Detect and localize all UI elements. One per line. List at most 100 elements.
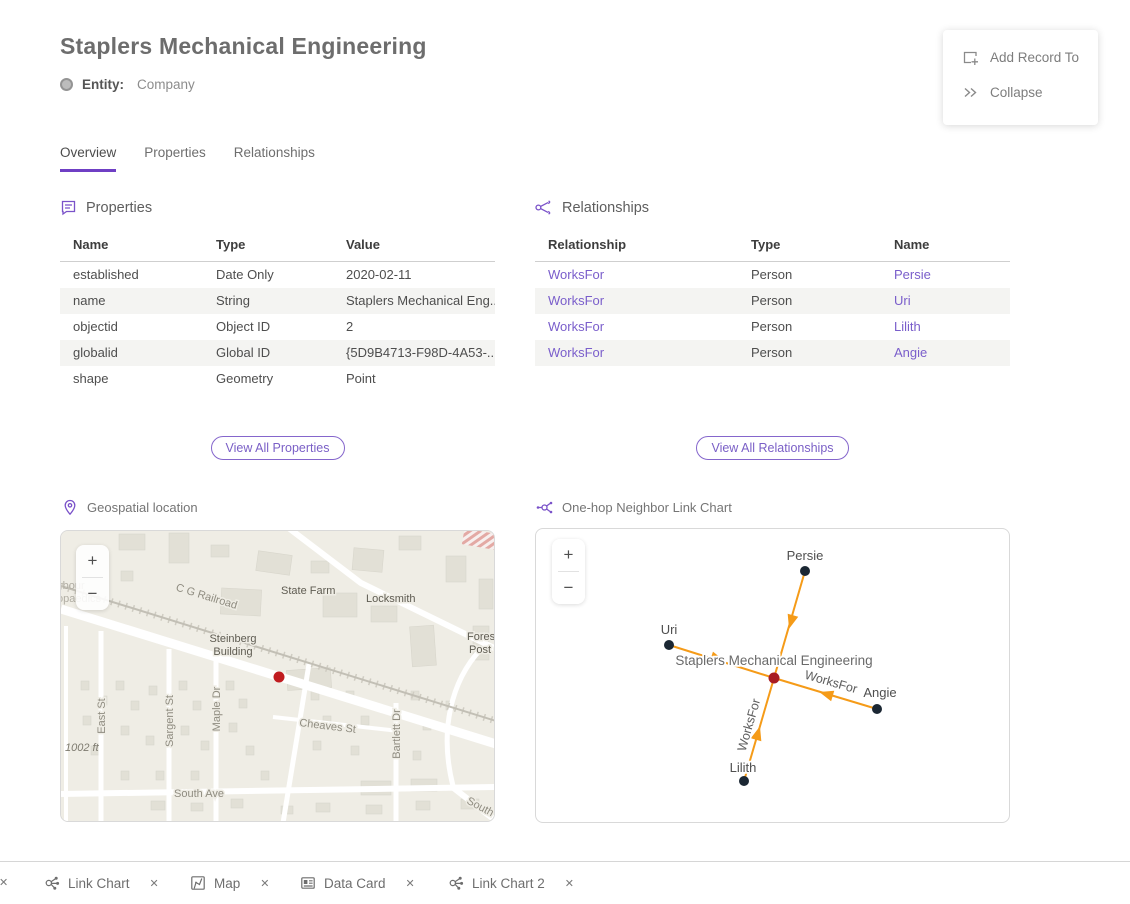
relationship-link[interactable]: WorksFor — [535, 340, 738, 366]
zoom-in-button[interactable]: + — [76, 545, 109, 577]
table-row[interactable]: established Date Only 2020-02-11 — [60, 262, 495, 288]
collapse-icon — [962, 84, 979, 101]
cell: Person — [738, 288, 881, 314]
table-row[interactable]: WorksFor Person Angie — [535, 340, 1010, 366]
link-chart-icon — [44, 875, 60, 891]
properties-table: Name Type Value established Date Only 20… — [60, 228, 495, 392]
view-tab-label: Link Chart 2 — [472, 876, 545, 891]
entity-link[interactable]: Uri — [881, 288, 1010, 314]
table-row[interactable]: WorksFor Person Uri — [535, 288, 1010, 314]
svg-text:Uri: Uri — [661, 622, 678, 637]
tab-overview[interactable]: Overview — [60, 145, 116, 172]
entity-link[interactable]: Persie — [881, 262, 1010, 288]
entity-row: Entity: Company — [60, 77, 195, 92]
entity-label: Entity: — [82, 77, 124, 92]
entity-type-dot-icon — [60, 78, 73, 91]
relationship-link[interactable]: WorksFor — [535, 262, 738, 288]
link-chart-canvas[interactable]: WorksFor WorksFor Staplers Mechanical En… — [536, 529, 1010, 823]
svg-text:Lilith: Lilith — [730, 760, 757, 775]
table-row[interactable]: name String Staplers Mechanical Eng... — [60, 288, 495, 314]
view-tab-map[interactable]: Map ✕ — [190, 862, 269, 904]
svg-text:South Ave: South Ave — [174, 788, 224, 800]
relationship-link[interactable]: WorksFor — [535, 314, 738, 340]
cell: name — [60, 288, 203, 314]
graph-node-lilith[interactable] — [739, 776, 749, 786]
column-header: Relationship — [535, 228, 738, 262]
menu-item-add-record-to[interactable]: Add Record To — [943, 40, 1098, 75]
entity-link[interactable]: Lilith — [881, 314, 1010, 340]
map-icon — [190, 875, 206, 891]
svg-text:Forest Par: Forest Par — [467, 631, 495, 643]
view-tab-data-card[interactable]: Data Card ✕ — [300, 862, 415, 904]
close-icon[interactable]: ✕ — [0, 876, 8, 889]
svg-text:Building: Building — [213, 646, 252, 658]
view-all-properties-button[interactable]: View All Properties — [211, 436, 345, 460]
close-icon[interactable]: ✕ — [150, 877, 159, 890]
map-feature-marker[interactable] — [274, 672, 285, 683]
one-hop-section-title: One-hop Neighbor Link Chart — [562, 500, 732, 515]
properties-section-title: Properties — [86, 200, 152, 216]
table-row[interactable]: WorksFor Person Persie — [535, 262, 1010, 288]
map-zoom-control: + − — [76, 545, 109, 610]
svg-text:1002 ft: 1002 ft — [65, 742, 100, 754]
entity-link[interactable]: Angie — [881, 340, 1010, 366]
table-row[interactable]: shape Geometry Point — [60, 366, 495, 392]
cell: Date Only — [203, 262, 333, 288]
view-tab-bar: ✕ Link Chart ✕ Map ✕ Data Card ✕ — [0, 861, 1130, 903]
cell: Point — [333, 366, 495, 392]
properties-header-row: Name Type Value — [60, 228, 495, 262]
tab-properties[interactable]: Properties — [144, 145, 206, 172]
svg-text:WorksFor: WorksFor — [735, 697, 763, 753]
menu-item-collapse[interactable]: Collapse — [943, 75, 1098, 110]
column-header: Name — [60, 228, 203, 262]
cell: 2020-02-11 — [333, 262, 495, 288]
close-icon[interactable]: ✕ — [406, 877, 415, 890]
one-hop-icon — [536, 499, 553, 516]
entity-value: Company — [137, 77, 195, 92]
cell: Geometry — [203, 366, 333, 392]
tab-bar: Overview Properties Relationships — [60, 145, 315, 172]
cell: objectid — [60, 314, 203, 340]
view-tab-label: Data Card — [324, 876, 386, 891]
cell: Person — [738, 262, 881, 288]
map-panel[interactable]: + − — [60, 530, 495, 822]
link-chart-panel[interactable]: + − WorksFor WorksFor Staplers Mechanica… — [535, 528, 1010, 823]
svg-text:State Farm: State Farm — [281, 585, 335, 597]
table-row[interactable]: globalid Global ID {5D9B4713-F98D-4A53-.… — [60, 340, 495, 366]
relationship-link[interactable]: WorksFor — [535, 288, 738, 314]
view-all-relationships-button[interactable]: View All Relationships — [696, 436, 848, 460]
zoom-in-button[interactable]: + — [552, 539, 585, 571]
map-canvas[interactable]: rbour opaedics C G Railroad State Farm L… — [61, 531, 495, 822]
svg-text:Locksmith: Locksmith — [366, 593, 416, 605]
view-tab-link-chart[interactable]: Link Chart ✕ — [44, 862, 159, 904]
cell: Person — [738, 340, 881, 366]
graph-nodes — [664, 566, 882, 786]
properties-icon — [60, 199, 77, 216]
close-icon[interactable]: ✕ — [260, 877, 269, 890]
cell: Object ID — [203, 314, 333, 340]
svg-text:Steinberg: Steinberg — [209, 633, 256, 645]
svg-text:Bartlett Dr: Bartlett Dr — [391, 709, 403, 759]
cell: Global ID — [203, 340, 333, 366]
view-tab-link-chart-2[interactable]: Link Chart 2 ✕ — [448, 862, 574, 904]
zoom-out-button[interactable]: − — [76, 578, 109, 610]
svg-text:Sargent St: Sargent St — [164, 695, 176, 747]
relationships-table: Relationship Type Name WorksFor Person P… — [535, 228, 1010, 366]
zoom-out-button[interactable]: − — [552, 572, 585, 604]
graph-node-uri[interactable] — [664, 640, 674, 650]
properties-section-header: Properties — [60, 199, 152, 216]
svg-text:Angie: Angie — [863, 685, 896, 700]
svg-text:Persie: Persie — [787, 548, 824, 563]
tab-relationships[interactable]: Relationships — [234, 145, 315, 172]
cell: established — [60, 262, 203, 288]
close-icon[interactable]: ✕ — [565, 877, 574, 890]
graph-node-angie[interactable] — [872, 704, 882, 714]
svg-text:Maple Dr: Maple Dr — [211, 686, 223, 731]
relationships-icon — [535, 199, 553, 216]
cell: shape — [60, 366, 203, 392]
view-tab-label: Map — [214, 876, 240, 891]
graph-node-persie[interactable] — [800, 566, 810, 576]
table-row[interactable]: objectid Object ID 2 — [60, 314, 495, 340]
graph-node-center[interactable] — [769, 673, 780, 684]
table-row[interactable]: WorksFor Person Lilith — [535, 314, 1010, 340]
